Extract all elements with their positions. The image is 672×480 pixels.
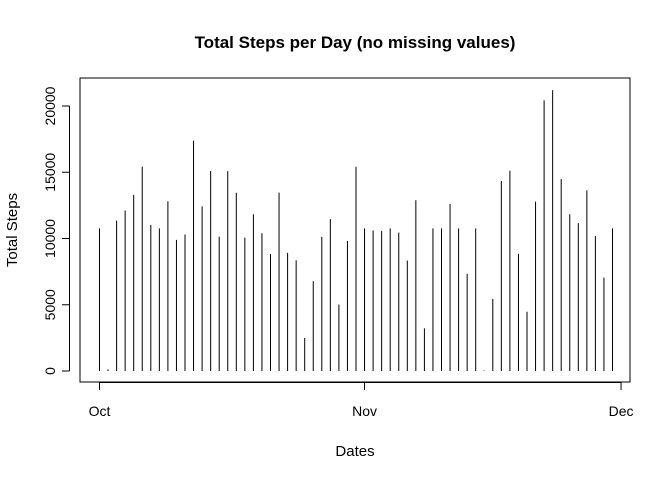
x-tick-label: Nov [352,403,377,419]
chart-title: Total Steps per Day (no missing values) [195,33,516,52]
y-axis-label: Total Steps [4,193,21,267]
x-axis: Oct Nov Dec [89,382,634,419]
y-tick-label: 0 [42,367,58,375]
y-tick-label: 5000 [42,289,58,320]
x-tick-label: Dec [609,403,634,419]
y-axis: 0 5000 10000 15000 20000 [42,86,70,375]
plot-frame [79,77,631,383]
y-tick-label: 15000 [42,153,58,192]
bars-group [99,90,613,371]
y-tick-label: 20000 [42,86,58,125]
x-tick-label: Oct [89,403,111,419]
y-tick-label: 10000 [42,219,58,258]
x-axis-label: Dates [335,443,374,460]
